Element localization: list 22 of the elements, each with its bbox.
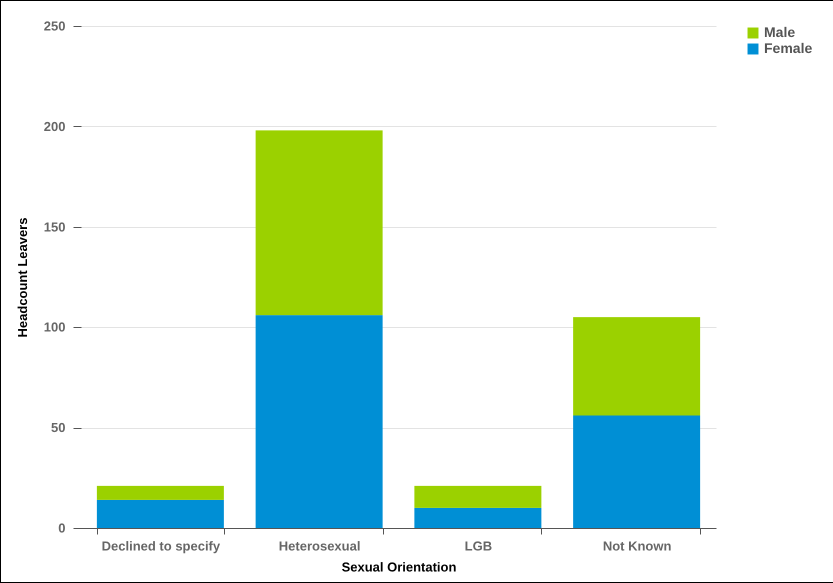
y-tick-label: 250 <box>44 18 66 34</box>
y-tick-label: 100 <box>44 320 66 335</box>
bar <box>96 486 224 500</box>
y-tick-label: 50 <box>51 420 66 436</box>
y-tick-label: 150 <box>44 219 66 234</box>
legend-label: Male <box>764 24 796 40</box>
bar <box>414 508 542 528</box>
y-tick-label: 200 <box>44 118 66 134</box>
x-tick-label: Not Known <box>602 538 672 554</box>
bar <box>256 315 383 528</box>
x-tick-label: Heterosexual <box>278 538 360 554</box>
legend-label: Female <box>764 40 812 56</box>
x-axis-title: Sexual Orientation <box>342 560 456 574</box>
y-tick-label: 0 <box>58 520 66 536</box>
x-tick-label: Declined to specify <box>102 538 221 554</box>
bar <box>256 130 383 316</box>
bar <box>96 500 224 528</box>
x-tick-label: LGB <box>464 538 492 554</box>
y-axis-title: Headcount Leavers <box>14 218 30 338</box>
bar <box>573 317 700 416</box>
bar <box>573 416 700 528</box>
bar <box>414 486 542 508</box>
